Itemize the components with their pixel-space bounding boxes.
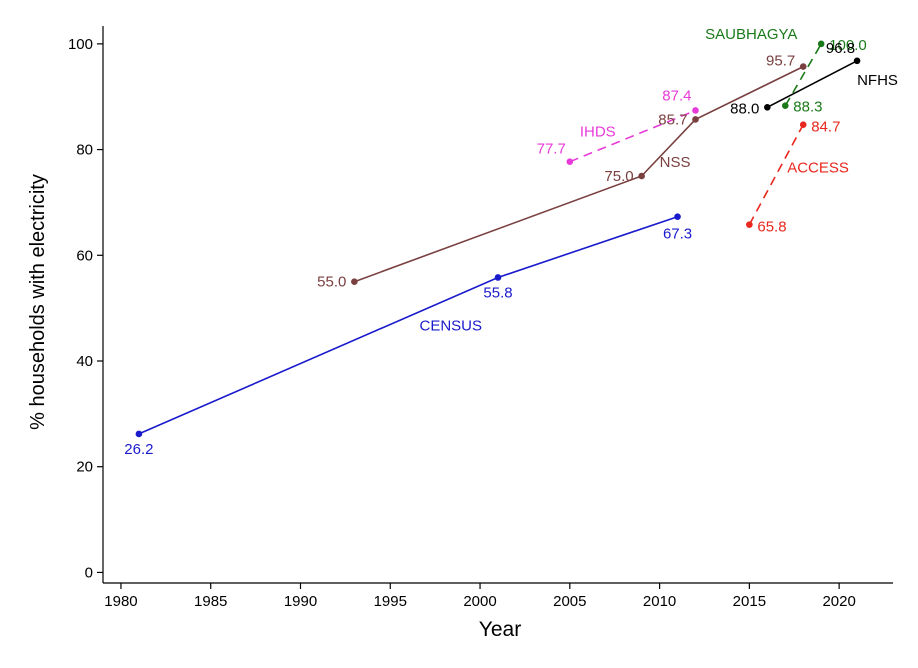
data-point-nss	[799, 63, 807, 70]
series-names: CENSUS NSS IHDS ACCESS SAUBHAGYA NFHS	[419, 26, 897, 335]
y-tick-label: 100	[68, 36, 93, 53]
data-label-nfhs: 88.0	[730, 100, 759, 117]
data-point-nfhs	[853, 57, 861, 65]
data-label-nfhs: 96.8	[826, 40, 855, 57]
data-label-ihds: 87.4	[662, 87, 691, 104]
y-tick-label: 20	[76, 459, 93, 476]
series-line-census	[138, 215, 678, 435]
data-point-nss	[351, 278, 358, 286]
data-point-saubhagya	[817, 40, 825, 48]
data-labels: 26.2 55.8 67.3 55.0 75.0 85.7 95.7 77.7 87.4 65.8…	[124, 37, 866, 458]
data-point-saubhagya	[781, 102, 789, 109]
data-label-census: 26.2	[124, 441, 153, 458]
data-label-saubhagya: 100.0	[829, 37, 867, 54]
series-name-census: CENSUS	[419, 317, 482, 334]
x-tick-label: 1980	[104, 593, 137, 610]
data-label-access: 84.7	[811, 119, 840, 136]
y-tick-label: 0	[85, 564, 93, 581]
x-tick-label: 2000	[463, 593, 496, 610]
data-label-access: 65.8	[757, 219, 786, 236]
x-tick-label: 2005	[553, 593, 586, 610]
x-tick-label: 1995	[374, 593, 407, 610]
data-label-nss: 85.7	[658, 111, 687, 128]
series-name-ihds: IHDS	[580, 124, 616, 141]
y-tick-label: 60	[76, 247, 93, 264]
y-tick-label: 40	[76, 353, 93, 370]
data-label-census: 67.3	[663, 226, 692, 243]
data-point-census	[494, 274, 502, 281]
series-line-saubhagya	[784, 43, 822, 107]
series-line-nfhs	[766, 60, 858, 109]
series-name-nss: NSS	[660, 154, 691, 171]
y-axis-title: % households with electricity	[27, 174, 49, 430]
data-point-census	[135, 430, 143, 438]
x-tick-label: 1985	[194, 593, 227, 610]
series-name-saubhagya: SAUBHAGYA	[705, 26, 797, 43]
x-tick-label: 2010	[643, 593, 676, 610]
x-tick-label: 2015	[733, 593, 766, 610]
data-label-nss: 95.7	[766, 53, 795, 70]
data-point-ihds	[692, 107, 699, 114]
y-tick-label: 80	[76, 142, 93, 159]
axes: 1980 1985 1990 1995 2000 2005 2010 2015 2020 0 20 4…	[68, 26, 893, 610]
series-points	[135, 40, 861, 438]
data-label-census: 55.8	[483, 284, 512, 301]
series-line-nss	[354, 65, 804, 283]
data-point-nfhs	[764, 103, 771, 111]
data-point-access	[746, 221, 753, 228]
data-point-nss	[692, 116, 699, 123]
series-line-ihds	[569, 109, 696, 163]
data-point-nss	[638, 172, 645, 180]
series-name-access: ACCESS	[787, 160, 849, 177]
series-line-access	[748, 124, 804, 225]
data-label-nss: 75.0	[604, 168, 633, 185]
data-point-access	[799, 121, 807, 129]
data-point-census	[674, 213, 681, 220]
data-label-ihds: 77.7	[537, 141, 566, 158]
x-tick-label: 1990	[284, 593, 317, 610]
data-label-nss: 55.0	[317, 274, 346, 291]
data-label-saubhagya: 88.3	[793, 99, 822, 116]
x-tick-label: 2020	[822, 593, 855, 610]
series-name-nfhs: NFHS	[857, 72, 898, 89]
x-axis-title: Year	[479, 618, 521, 641]
data-point-ihds	[566, 158, 574, 166]
